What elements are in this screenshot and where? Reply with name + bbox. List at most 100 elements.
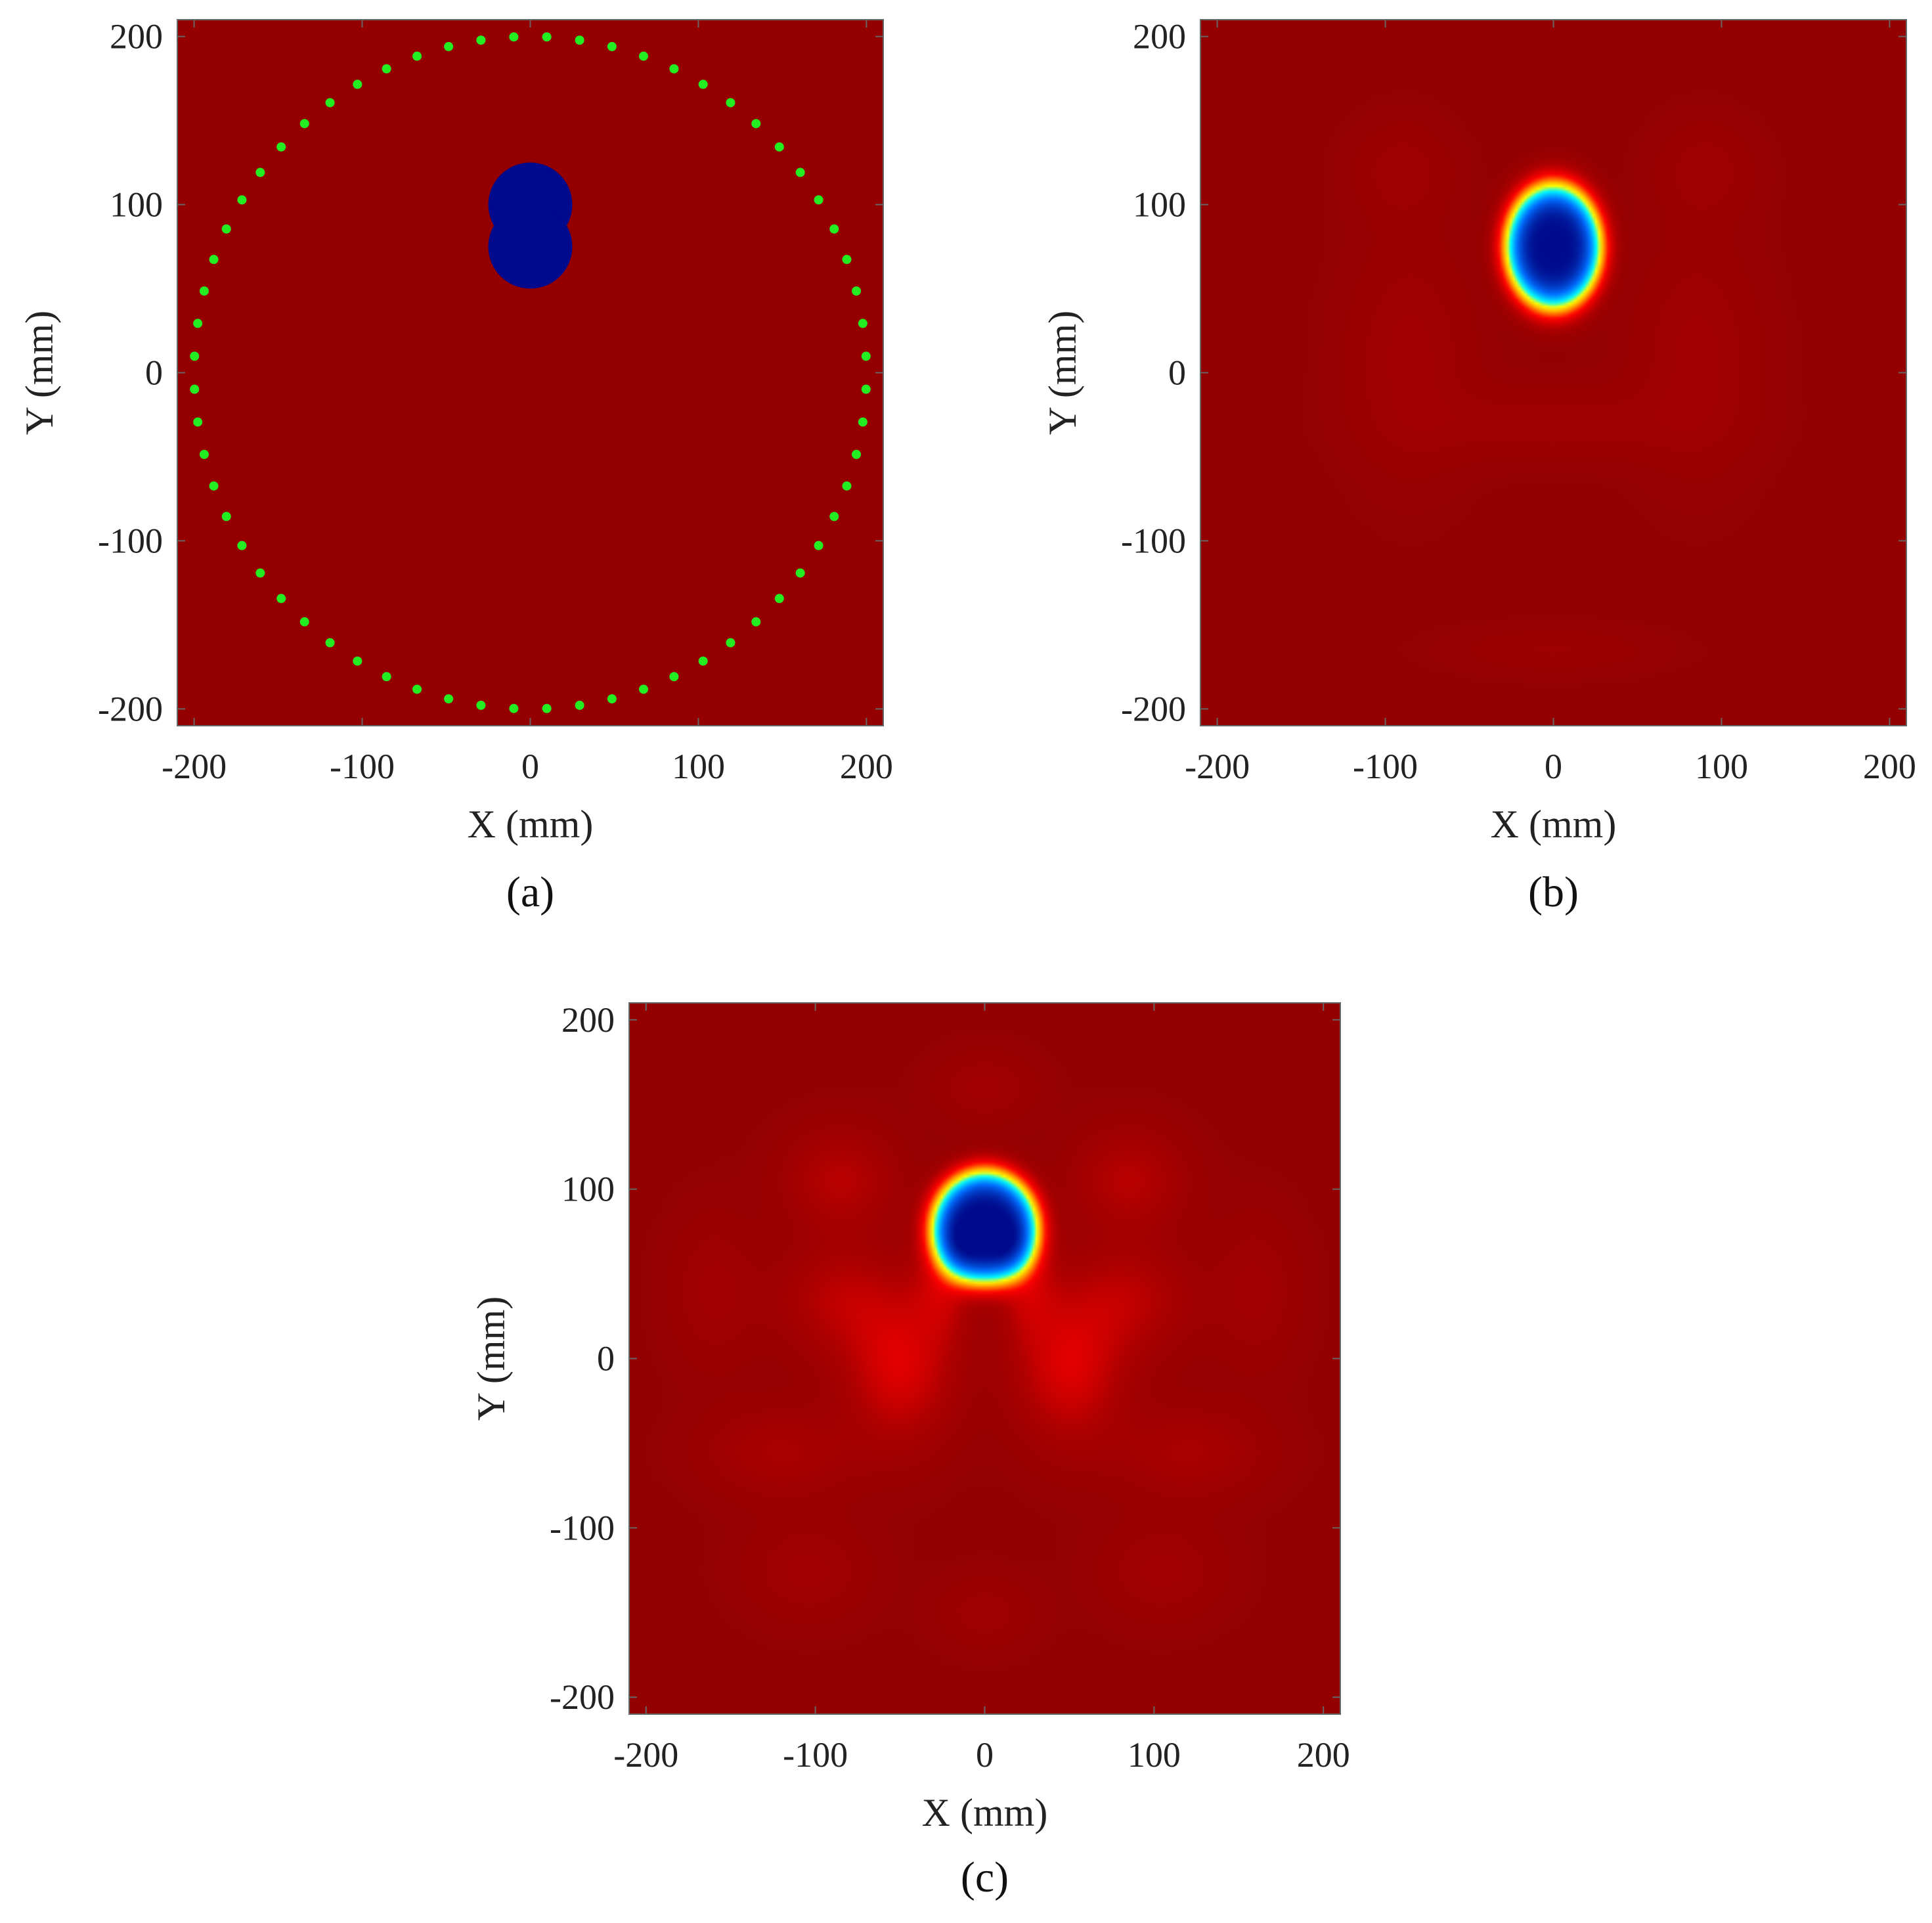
antenna-point [190, 384, 200, 394]
x-axis-label: X (mm) [468, 803, 594, 846]
antenna-point [842, 481, 852, 491]
antenna-point [193, 319, 203, 328]
antenna-point [509, 32, 519, 42]
panel-label: (c) [961, 1853, 1009, 1901]
antenna-point [221, 224, 231, 234]
antenna-point [829, 224, 839, 234]
x-tick-label: -200 [162, 747, 227, 786]
antenna-point [209, 255, 219, 265]
antenna-point [221, 512, 231, 521]
antenna-point [325, 638, 335, 648]
antenna-point [353, 79, 362, 89]
antenna-point [698, 656, 708, 666]
y-tick-label: 100 [561, 1170, 615, 1209]
antenna-point [193, 417, 203, 427]
x-axis-label: X (mm) [922, 1791, 1048, 1834]
panel-b: -200 -100 0 100 200 -200 -100 0 100 200 X (mm) Y (m… [1041, 17, 1916, 916]
antenna-point [751, 119, 761, 129]
antenna-point [255, 568, 265, 578]
x-tick-label: 200 [1863, 747, 1916, 786]
antenna-point [382, 64, 391, 74]
antenna-point [842, 255, 852, 265]
antenna-point [698, 79, 708, 89]
antenna-point [199, 449, 209, 459]
y-tick-label: -100 [550, 1508, 615, 1547]
x-tick-label: 100 [1128, 1735, 1181, 1775]
x-tick-label: 100 [1695, 747, 1748, 786]
antenna-point [638, 51, 648, 61]
antenna-point [255, 167, 265, 177]
heatmap-image [629, 1003, 1340, 1714]
y-tick-label: 0 [597, 1339, 615, 1379]
antenna-point [638, 684, 648, 694]
antenna-point [476, 700, 486, 710]
antenna-point [852, 449, 862, 459]
x-tick-label: -100 [783, 1735, 848, 1775]
panel-a: -200 -100 0 100 200 -200 -100 0 100 200 X (mm) Y (m… [18, 17, 893, 916]
x-tick-label: -200 [1185, 747, 1250, 786]
antenna-point [542, 32, 552, 42]
antenna-point [852, 286, 862, 296]
antenna-point [509, 703, 519, 713]
y-tick-label: 200 [110, 17, 163, 56]
antenna-point [861, 384, 871, 394]
antenna-point [575, 35, 584, 45]
y-axis-label: Y (mm) [470, 1296, 513, 1421]
antenna-point [858, 319, 867, 328]
antenna-point [751, 617, 761, 627]
y-tick-label: 100 [1133, 185, 1186, 225]
y-tick-label: -100 [98, 521, 163, 560]
antenna-point [795, 167, 805, 177]
antenna-point [476, 35, 486, 45]
y-axis-label: Y (mm) [18, 311, 61, 435]
plot-area [177, 20, 883, 726]
antenna-point [199, 286, 209, 296]
heatmap-image [1200, 20, 1906, 726]
antenna-point [726, 638, 735, 648]
antenna-point [190, 351, 200, 361]
antenna-point [795, 568, 805, 578]
antenna-point [412, 684, 422, 694]
antenna-point [607, 41, 617, 51]
antenna-point [299, 119, 309, 129]
y-tick-label: -200 [550, 1677, 615, 1717]
panel-label: (a) [506, 868, 554, 916]
x-tick-label: 0 [976, 1735, 994, 1775]
y-tick-label: -200 [98, 689, 163, 728]
antenna-point [412, 51, 422, 61]
antenna-point [669, 672, 679, 682]
antenna-point [444, 41, 454, 51]
antenna-point [237, 195, 247, 205]
antenna-point [774, 594, 784, 604]
panel-c: -200 -100 0 100 200 -200 -100 0 100 200 X (mm) Y (m… [470, 1000, 1350, 1901]
antenna-point [353, 656, 362, 666]
antenna-point [814, 541, 823, 550]
antenna-point [209, 481, 219, 491]
x-tick-label: 200 [1297, 1735, 1350, 1775]
inclusion-disk [488, 204, 573, 289]
y-tick-label: -100 [1121, 521, 1186, 560]
antenna-array [190, 32, 871, 713]
y-axis-label: Y (mm) [1041, 311, 1084, 435]
antenna-point [669, 64, 679, 74]
x-tick-label: -100 [1353, 747, 1418, 786]
antenna-point [861, 351, 871, 361]
y-tick-label: 200 [561, 1000, 615, 1040]
x-axis-label: X (mm) [1491, 803, 1617, 846]
antenna-point [858, 417, 867, 427]
antenna-point [276, 142, 286, 152]
panels: -200 -100 0 100 200 -200 -100 0 100 200 X (mm) Y (m… [18, 17, 1916, 1901]
antenna-point [237, 541, 247, 550]
y-tick-label: 0 [145, 353, 163, 393]
antenna-point [575, 700, 584, 710]
antenna-point [542, 703, 552, 713]
antenna-point [276, 594, 286, 604]
y-tick-label: 100 [110, 185, 163, 225]
x-tick-label: 100 [672, 747, 725, 786]
antenna-point [444, 694, 454, 704]
x-tick-label: 0 [521, 747, 539, 786]
x-tick-label: 0 [1545, 747, 1562, 786]
antenna-point [814, 195, 823, 205]
panel-label: (b) [1528, 868, 1579, 916]
